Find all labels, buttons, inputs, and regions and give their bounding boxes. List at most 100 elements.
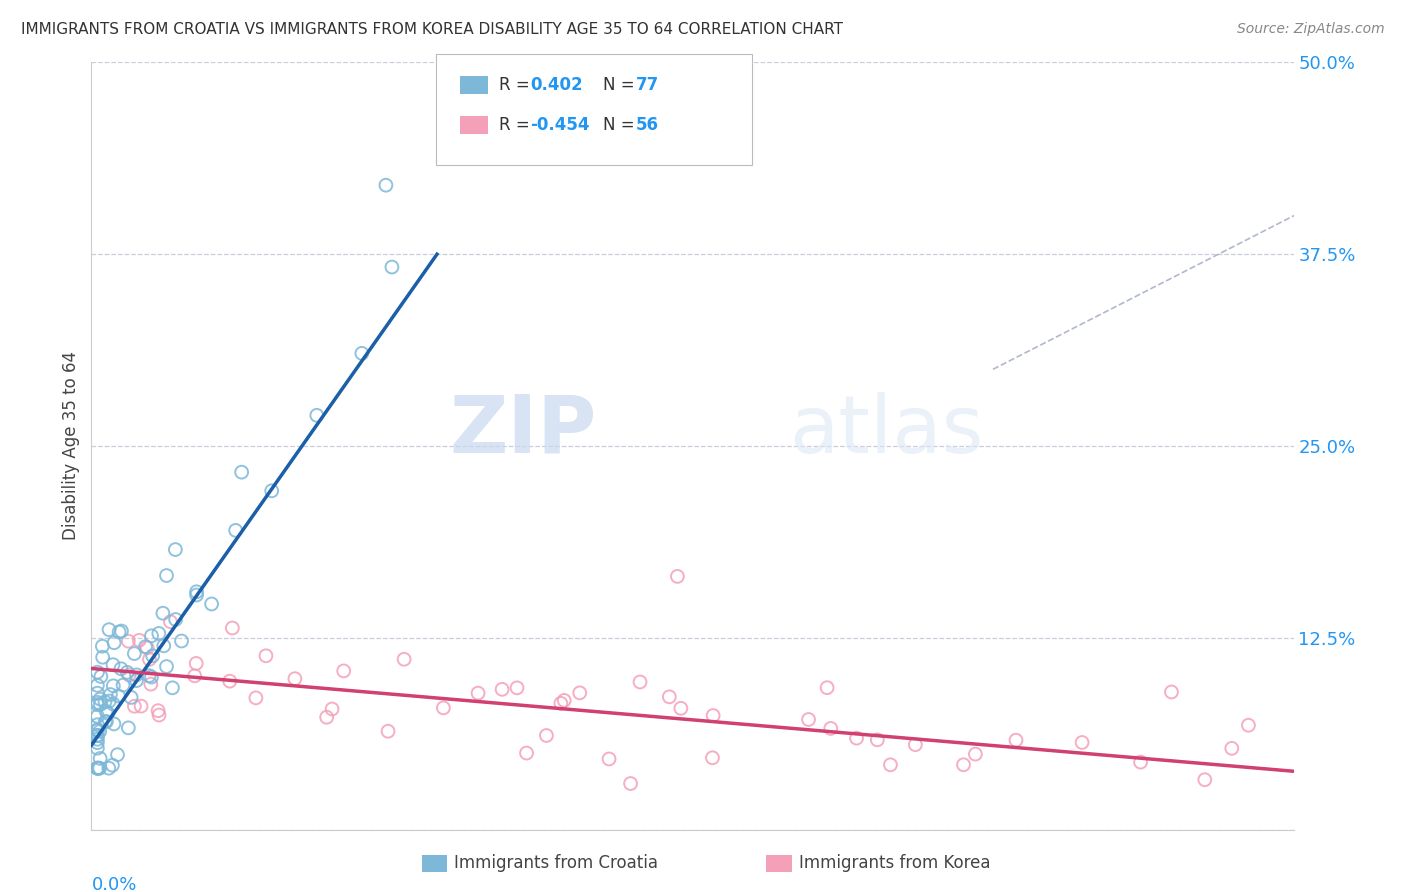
Point xyxy=(231,465,253,479)
Point xyxy=(152,639,174,653)
Point xyxy=(381,260,404,274)
Point xyxy=(1220,741,1243,756)
Point xyxy=(87,761,110,775)
Point xyxy=(1237,718,1260,732)
Point xyxy=(125,668,148,682)
Point xyxy=(879,757,901,772)
Point xyxy=(86,698,108,712)
Point xyxy=(491,682,513,697)
Point xyxy=(86,665,108,680)
Point xyxy=(666,569,689,583)
Point xyxy=(155,568,177,582)
Point xyxy=(86,761,108,775)
Point xyxy=(129,699,152,714)
Point xyxy=(1160,685,1182,699)
Text: ZIP: ZIP xyxy=(449,392,596,470)
Point xyxy=(128,633,150,648)
Text: 0.0%: 0.0% xyxy=(91,876,136,892)
Point xyxy=(101,758,124,772)
Point xyxy=(148,626,170,640)
Point xyxy=(186,584,208,599)
Point xyxy=(136,640,159,655)
Point xyxy=(118,668,141,682)
Text: N =: N = xyxy=(603,76,640,94)
Point xyxy=(94,704,117,718)
Point xyxy=(103,679,125,693)
Point xyxy=(553,693,575,707)
Text: R =: R = xyxy=(499,76,536,94)
Point xyxy=(506,681,529,695)
Text: N =: N = xyxy=(603,116,640,134)
Point xyxy=(141,629,163,643)
Point xyxy=(107,747,129,762)
Point xyxy=(568,686,591,700)
Point xyxy=(86,717,108,731)
Point xyxy=(117,634,139,648)
Point xyxy=(159,615,181,629)
Y-axis label: Disability Age 35 to 64: Disability Age 35 to 64 xyxy=(62,351,80,541)
Point xyxy=(260,483,283,498)
Point xyxy=(186,588,208,602)
Point xyxy=(86,761,108,775)
Point xyxy=(142,648,165,663)
Point xyxy=(86,709,108,723)
Point xyxy=(135,640,157,654)
Point xyxy=(467,686,489,700)
Point xyxy=(702,708,724,723)
Point xyxy=(221,621,243,635)
Point xyxy=(86,736,108,750)
Point xyxy=(146,704,169,718)
Point xyxy=(702,751,724,765)
Point xyxy=(845,731,868,745)
Point xyxy=(155,659,177,673)
Point xyxy=(124,647,146,661)
Point xyxy=(350,346,373,360)
Point xyxy=(377,724,399,739)
Point xyxy=(815,681,838,695)
Point xyxy=(108,625,131,640)
Point xyxy=(117,721,139,735)
Point xyxy=(90,669,112,683)
Point xyxy=(97,706,120,721)
Point xyxy=(100,688,122,702)
Point xyxy=(183,669,205,683)
Point xyxy=(103,636,125,650)
Point xyxy=(1005,733,1028,747)
Point xyxy=(103,717,125,731)
Point xyxy=(124,699,146,714)
Point xyxy=(165,613,187,627)
Text: IMMIGRANTS FROM CROATIA VS IMMIGRANTS FROM KOREA DISABILITY AGE 35 TO 64 CORRELA: IMMIGRANTS FROM CROATIA VS IMMIGRANTS FR… xyxy=(21,22,844,37)
Point xyxy=(110,662,132,676)
Text: Source: ZipAtlas.com: Source: ZipAtlas.com xyxy=(1237,22,1385,37)
Point xyxy=(669,701,692,715)
Point xyxy=(170,634,193,648)
Text: atlas: atlas xyxy=(789,392,983,470)
Point xyxy=(148,708,170,723)
Point xyxy=(797,713,820,727)
Point xyxy=(86,686,108,700)
Point xyxy=(86,761,108,775)
Point xyxy=(86,729,108,743)
Point xyxy=(86,723,108,737)
Point xyxy=(598,752,620,766)
Point xyxy=(138,669,160,683)
Point xyxy=(432,701,454,715)
Point xyxy=(321,702,343,716)
Point xyxy=(162,681,184,695)
Point xyxy=(305,409,328,423)
Point xyxy=(125,673,148,688)
Point xyxy=(965,747,987,761)
Point xyxy=(550,697,572,711)
Text: 77: 77 xyxy=(636,76,659,94)
Point xyxy=(101,657,124,672)
Point xyxy=(98,623,121,637)
Point xyxy=(315,710,337,724)
Point xyxy=(1129,755,1152,769)
Point xyxy=(245,690,267,705)
Point xyxy=(658,690,681,704)
Point xyxy=(866,732,889,747)
Text: Immigrants from Croatia: Immigrants from Croatia xyxy=(454,855,658,872)
Text: 56: 56 xyxy=(636,116,658,134)
Point xyxy=(86,695,108,709)
Point xyxy=(86,741,108,756)
